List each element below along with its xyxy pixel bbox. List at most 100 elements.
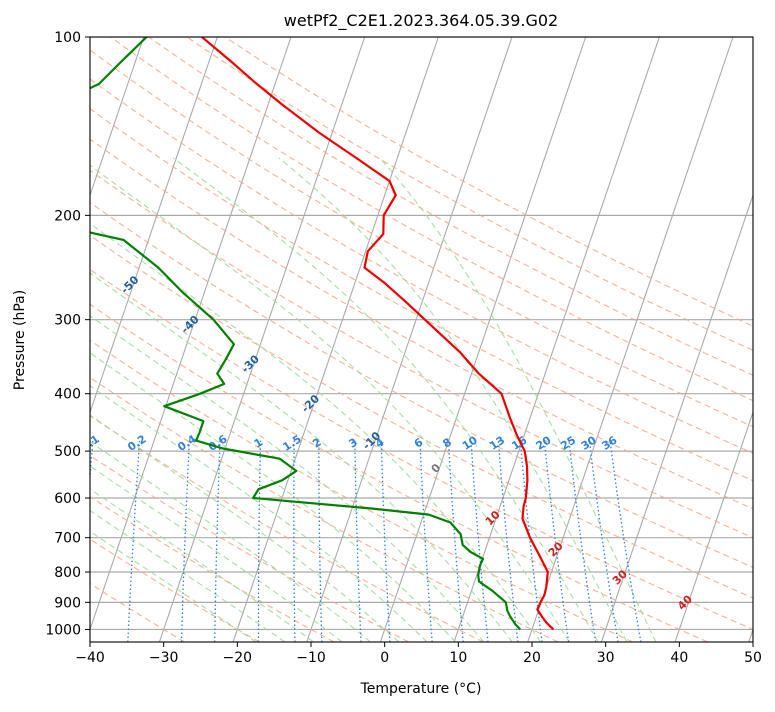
mixing-ratio-line <box>257 440 262 642</box>
isotherm-label: -70 <box>0 194 21 217</box>
mixing-ratio-line <box>293 440 296 642</box>
mixing-ratio-label: 2 <box>310 436 324 451</box>
chart-title: wetPf2_C2E1.2023.364.05.39.G02 <box>284 11 558 31</box>
y-axis: 100 200 300 400 500 600 700 800 900 1000 <box>45 30 90 638</box>
x-axis-label: Temperature (°C) <box>360 681 482 697</box>
dry-adiabat <box>90 268 753 631</box>
dry-adiabat <box>90 303 708 642</box>
isotherm <box>232 37 439 642</box>
isotherm-label: 40 <box>675 592 695 612</box>
y-tick-label: 400 <box>54 387 81 403</box>
y-tick-label: 1000 <box>45 622 81 638</box>
x-tick-label: −30 <box>149 650 179 666</box>
mixing-ratio-label: 8 <box>440 436 454 451</box>
y-tick-label: 800 <box>54 565 81 581</box>
mixing-ratio-line <box>470 440 489 642</box>
y-axis-label: Pressure (hPa) <box>12 290 28 390</box>
mixing-ratio-line <box>568 440 597 642</box>
moist-adiabat <box>379 157 657 642</box>
mixing-ratio-label: 30 <box>579 433 599 452</box>
isotherm <box>0 37 70 642</box>
dry-adiabat <box>148 37 753 376</box>
isotherm <box>600 193 753 642</box>
isotherm-label: -20 <box>299 392 322 415</box>
dry-adiabat <box>90 234 753 599</box>
isotherm <box>379 37 587 642</box>
moist-adiabat <box>90 509 286 642</box>
mixing-ratio-line <box>419 440 433 642</box>
mixing-ratio-line <box>519 440 543 642</box>
mixing-ratio-line <box>214 440 221 642</box>
isotherm <box>453 37 660 642</box>
x-tick-label: 30 <box>597 650 615 666</box>
isotherm-label: -60 <box>58 233 81 256</box>
x-tick-label: 20 <box>523 650 541 666</box>
temperature-profile <box>201 37 555 631</box>
dry-adiabat <box>90 538 260 642</box>
isotherm <box>158 37 366 642</box>
x-tick-label: −40 <box>75 650 105 666</box>
moist-adiabat <box>90 530 257 642</box>
dry-adiabat <box>90 376 559 642</box>
mixing-ratio-label: 16 <box>509 433 529 452</box>
x-tick-label: −20 <box>223 650 253 666</box>
isotherm <box>306 37 513 642</box>
y-tick-label: 200 <box>54 208 81 224</box>
y-tick-label: 100 <box>54 30 81 46</box>
x-tick-label: 10 <box>449 650 467 666</box>
dry-adiabat <box>224 37 753 327</box>
mixing-ratio-line <box>447 440 464 642</box>
x-tick-label: 0 <box>380 650 389 666</box>
isotherm-label: 30 <box>610 567 630 587</box>
isotherm-label: -30 <box>239 352 262 375</box>
plot-area: 0.10.20.40.611.52346810131620253036-100-… <box>0 37 753 642</box>
plot-frame <box>89 36 754 643</box>
isotherm <box>90 37 218 415</box>
x-axis: −40 −30 −20 −10 0 10 20 30 40 50 <box>75 642 762 666</box>
mixing-ratio-line <box>127 440 141 642</box>
y-tick-label: 600 <box>54 491 81 507</box>
mixing-ratio-label: 10 <box>460 433 480 452</box>
mixing-ratio-line <box>380 440 391 642</box>
dry-adiabat <box>90 108 753 482</box>
dry-adiabat <box>90 495 335 642</box>
moist-adiabat <box>90 465 343 642</box>
mixing-ratio-label: 13 <box>487 434 507 453</box>
isotherm <box>90 37 292 632</box>
x-tick-label: −10 <box>296 650 326 666</box>
isotherm-label: -40 <box>179 313 202 336</box>
isotherm <box>674 410 753 642</box>
mixing-ratio-line <box>180 440 191 642</box>
dry-adiabat <box>186 37 753 351</box>
dry-adiabat <box>110 37 753 402</box>
moist-adiabat <box>90 164 570 642</box>
y-tick-label: 300 <box>54 313 81 329</box>
mixing-ratio-line <box>543 440 570 642</box>
isotherm-label: -50 <box>118 273 141 296</box>
isotherm <box>90 37 145 197</box>
moist-adiabat <box>90 440 371 642</box>
mixing-ratio-label: 3 <box>346 436 360 451</box>
isotherm <box>527 37 734 642</box>
y-tick-label: 700 <box>54 531 81 547</box>
mixing-ratio-label: 25 <box>558 434 578 453</box>
moist-adiabat <box>90 352 456 642</box>
x-tick-label: 40 <box>670 650 688 666</box>
moist-adiabat <box>90 414 400 642</box>
mixing-ratio-line <box>609 440 642 642</box>
moist-adiabat <box>90 488 314 642</box>
y-tick-label: 500 <box>54 444 81 460</box>
dry-adiabat <box>90 49 753 428</box>
x-tick-label: 50 <box>744 650 762 666</box>
y-tick-label: 900 <box>54 595 81 611</box>
dry-adiabat <box>90 78 753 454</box>
mixing-ratio-label: 0.1 <box>78 432 101 454</box>
mixing-ratio-line <box>354 440 362 642</box>
mixing-ratio-line <box>497 440 519 642</box>
mixing-ratio-label: 6 <box>412 435 426 450</box>
moist-adiabat <box>90 385 428 642</box>
mixing-ratio-line <box>318 440 323 642</box>
mixing-ratio-label: 36 <box>600 433 620 452</box>
